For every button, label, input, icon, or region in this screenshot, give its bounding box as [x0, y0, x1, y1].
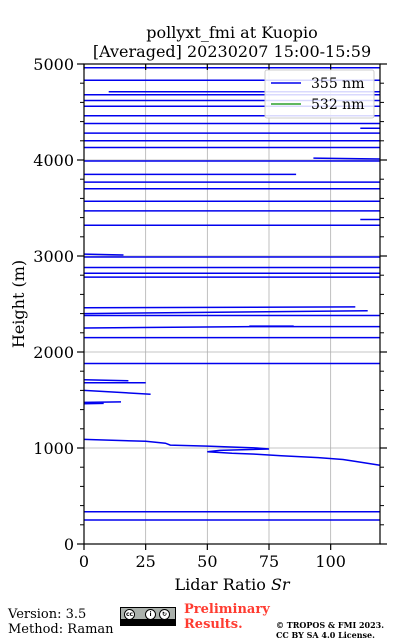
lidar-ratio-chart: pollyxt_fmi at Kuopio [Averaged] 2023020… [9, 23, 387, 594]
series-line-0 [83, 253, 124, 256]
grid [83, 63, 380, 545]
x-tick-label: 50 [197, 552, 217, 571]
y-tick-label: 5000 [33, 55, 74, 74]
legend-box [264, 69, 375, 119]
cc-license-badge: cc i ↻ [120, 607, 176, 626]
legend: 355 nm 532 nm [264, 69, 375, 119]
legend-label-532: 532 nm [311, 97, 364, 113]
chart-subtitle: [Averaged] 20230207 15:00-15:59 [93, 42, 371, 61]
preliminary-line-1: Preliminary [184, 602, 270, 617]
y-ticks: 0 1000 2000 3000 4000 5000 [33, 55, 387, 554]
series-line-0 [83, 325, 380, 329]
series-line-0 [313, 157, 381, 160]
version-text: Version: 3.5 [8, 607, 87, 622]
x-axis-label-main: Lidar Ratio [174, 575, 270, 594]
preliminary-note: Preliminary Results. [184, 602, 270, 632]
x-axis-label-unit: Sr [271, 575, 291, 594]
y-tick-label: 1000 [33, 439, 74, 458]
series-line-0 [83, 389, 151, 395]
series-line-0 [83, 379, 129, 382]
legend-label-355: 355 nm [311, 76, 364, 92]
y-axis-label: Height (m) [9, 260, 28, 348]
chart-title: pollyxt_fmi at Kuopio [146, 23, 317, 42]
plot-frame [83, 63, 381, 545]
y-tick-label: 3000 [33, 247, 74, 266]
preliminary-line-2: Results. [184, 617, 243, 632]
copyright-text: © TROPOS & FMI 2023. [276, 620, 385, 630]
series-line-0 [83, 306, 356, 309]
x-tick-label: 0 [79, 552, 89, 571]
copyright-note: © TROPOS & FMI 2023. CC BY SA 4.0 Licens… [276, 620, 384, 640]
x-tick-label: 25 [135, 552, 155, 571]
method-text: Method: Raman [8, 622, 114, 637]
badge-bottom-bar [121, 619, 175, 625]
y-tick-label: 4000 [33, 151, 74, 170]
series-line-0 [83, 438, 381, 467]
x-ticks: 0 25 50 75 100 [79, 64, 346, 571]
x-axis-label: Lidar Ratio Sr [174, 575, 290, 594]
series-line-0 [83, 309, 368, 315]
series-line-0 [83, 401, 122, 404]
x-tick-label: 100 [315, 552, 346, 571]
y-tick-label: 0 [64, 535, 74, 554]
license-text: CC BY SA 4.0 License. [276, 630, 375, 640]
x-tick-label: 75 [259, 552, 279, 571]
y-tick-label: 2000 [33, 343, 74, 362]
data-lines [83, 67, 381, 521]
